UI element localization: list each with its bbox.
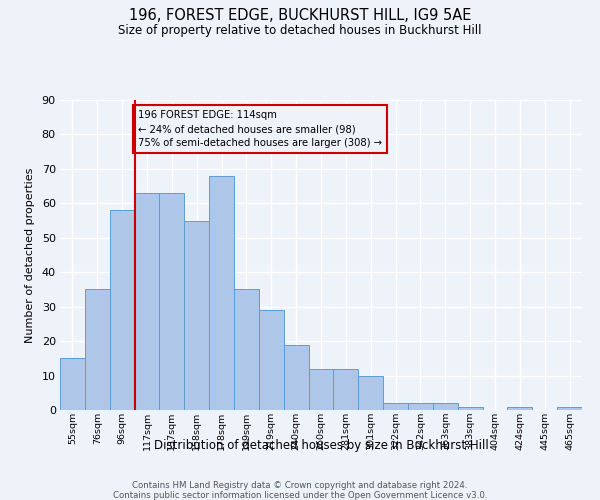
Y-axis label: Number of detached properties: Number of detached properties [25, 168, 35, 342]
Bar [234, 290, 259, 410]
Bar [160, 193, 184, 410]
Bar [408, 403, 433, 410]
Text: Contains public sector information licensed under the Open Government Licence v3: Contains public sector information licen… [113, 491, 487, 500]
Bar [209, 176, 234, 410]
Bar [508, 406, 532, 410]
Text: Size of property relative to detached houses in Buckhurst Hill: Size of property relative to detached ho… [118, 24, 482, 37]
Bar [557, 406, 582, 410]
Bar [85, 290, 110, 410]
Bar [433, 403, 458, 410]
Bar [134, 193, 160, 410]
Bar [458, 406, 482, 410]
Bar [110, 210, 134, 410]
Bar [383, 403, 408, 410]
Bar [358, 376, 383, 410]
Text: 196 FOREST EDGE: 114sqm
← 24% of detached houses are smaller (98)
75% of semi-de: 196 FOREST EDGE: 114sqm ← 24% of detache… [139, 110, 382, 148]
Bar [284, 344, 308, 410]
Bar [259, 310, 284, 410]
Bar [308, 368, 334, 410]
Bar [60, 358, 85, 410]
Text: 196, FOREST EDGE, BUCKHURST HILL, IG9 5AE: 196, FOREST EDGE, BUCKHURST HILL, IG9 5A… [129, 8, 471, 22]
Bar [334, 368, 358, 410]
Text: Contains HM Land Registry data © Crown copyright and database right 2024.: Contains HM Land Registry data © Crown c… [132, 481, 468, 490]
Bar [184, 220, 209, 410]
Text: Distribution of detached houses by size in Buckhurst Hill: Distribution of detached houses by size … [154, 440, 488, 452]
